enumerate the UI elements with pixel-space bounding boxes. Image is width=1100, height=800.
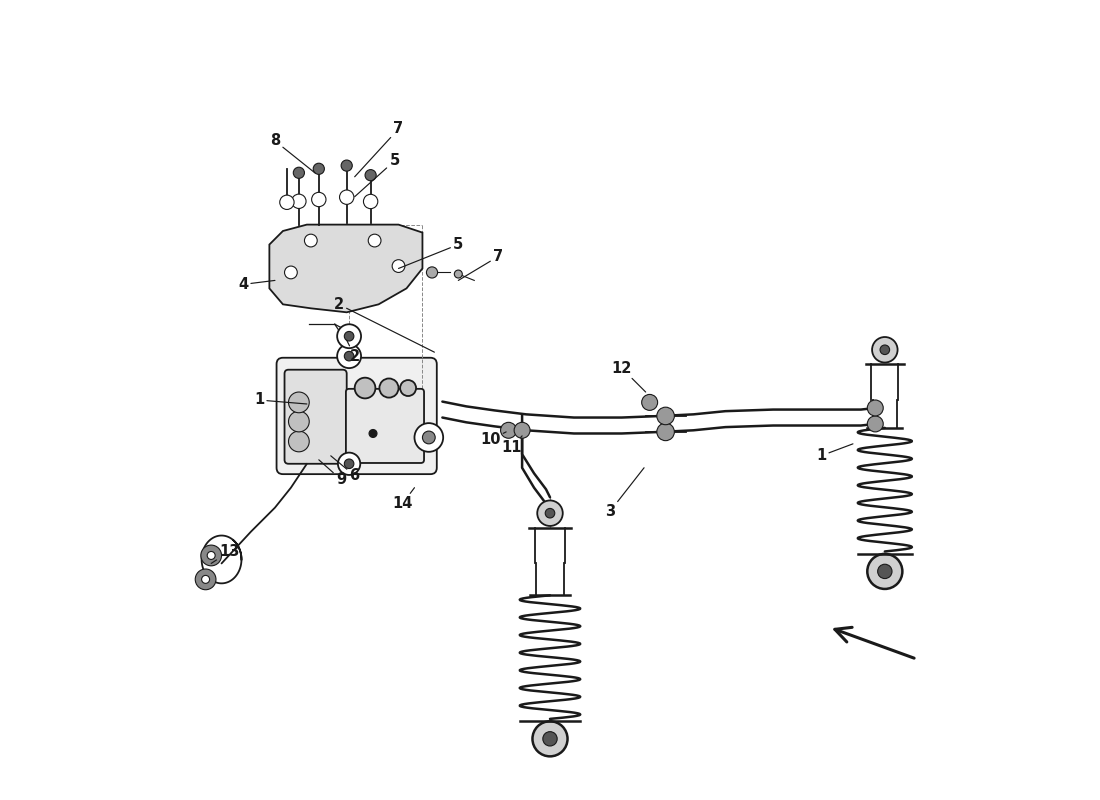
- Circle shape: [500, 422, 517, 438]
- Text: 13: 13: [211, 544, 240, 563]
- Text: 14: 14: [393, 488, 415, 511]
- Text: 5: 5: [354, 154, 399, 197]
- Circle shape: [878, 564, 892, 578]
- Circle shape: [641, 394, 658, 410]
- Circle shape: [337, 324, 361, 348]
- Circle shape: [285, 266, 297, 279]
- Circle shape: [400, 380, 416, 396]
- Circle shape: [363, 194, 377, 209]
- Circle shape: [514, 422, 530, 438]
- Text: 7: 7: [354, 122, 404, 177]
- Circle shape: [344, 351, 354, 361]
- Circle shape: [867, 416, 883, 432]
- Circle shape: [657, 407, 674, 425]
- Circle shape: [379, 378, 398, 398]
- Circle shape: [288, 431, 309, 452]
- Circle shape: [537, 501, 563, 526]
- Circle shape: [292, 194, 306, 209]
- Circle shape: [338, 453, 361, 475]
- Circle shape: [422, 431, 436, 444]
- Circle shape: [294, 167, 305, 178]
- Circle shape: [195, 569, 216, 590]
- Text: 6: 6: [331, 456, 360, 483]
- Circle shape: [867, 400, 883, 416]
- Circle shape: [368, 234, 381, 247]
- Text: 1: 1: [254, 393, 307, 407]
- FancyBboxPatch shape: [276, 358, 437, 474]
- FancyBboxPatch shape: [285, 370, 346, 464]
- Circle shape: [344, 331, 354, 341]
- Text: 2: 2: [346, 340, 360, 364]
- Circle shape: [311, 192, 326, 206]
- Circle shape: [201, 545, 221, 566]
- Circle shape: [368, 430, 377, 438]
- Circle shape: [546, 509, 554, 518]
- Text: 3: 3: [605, 468, 645, 519]
- Circle shape: [288, 411, 309, 432]
- Text: 10: 10: [480, 432, 506, 447]
- Text: 1: 1: [816, 444, 853, 463]
- Polygon shape: [270, 225, 422, 312]
- Circle shape: [427, 267, 438, 278]
- Circle shape: [354, 378, 375, 398]
- FancyBboxPatch shape: [345, 389, 424, 463]
- Text: 8: 8: [270, 134, 315, 173]
- Text: 9: 9: [319, 460, 346, 487]
- Circle shape: [365, 170, 376, 181]
- Text: 5: 5: [398, 237, 463, 269]
- Circle shape: [657, 423, 674, 441]
- Circle shape: [340, 190, 354, 204]
- Circle shape: [288, 392, 309, 413]
- Circle shape: [415, 423, 443, 452]
- Circle shape: [314, 163, 324, 174]
- Circle shape: [532, 722, 568, 756]
- Circle shape: [207, 551, 216, 559]
- Text: 7: 7: [459, 249, 503, 281]
- Circle shape: [392, 260, 405, 273]
- Text: 4: 4: [238, 277, 275, 292]
- Circle shape: [279, 195, 294, 210]
- Text: 12: 12: [612, 361, 646, 392]
- Circle shape: [341, 160, 352, 171]
- Circle shape: [872, 337, 898, 362]
- Circle shape: [542, 732, 558, 746]
- Circle shape: [344, 459, 354, 469]
- Circle shape: [337, 344, 361, 368]
- Circle shape: [880, 345, 890, 354]
- Text: 2: 2: [333, 297, 435, 352]
- Circle shape: [201, 575, 210, 583]
- Circle shape: [867, 554, 902, 589]
- Circle shape: [454, 270, 462, 278]
- Text: 11: 11: [502, 436, 522, 455]
- Circle shape: [305, 234, 317, 247]
